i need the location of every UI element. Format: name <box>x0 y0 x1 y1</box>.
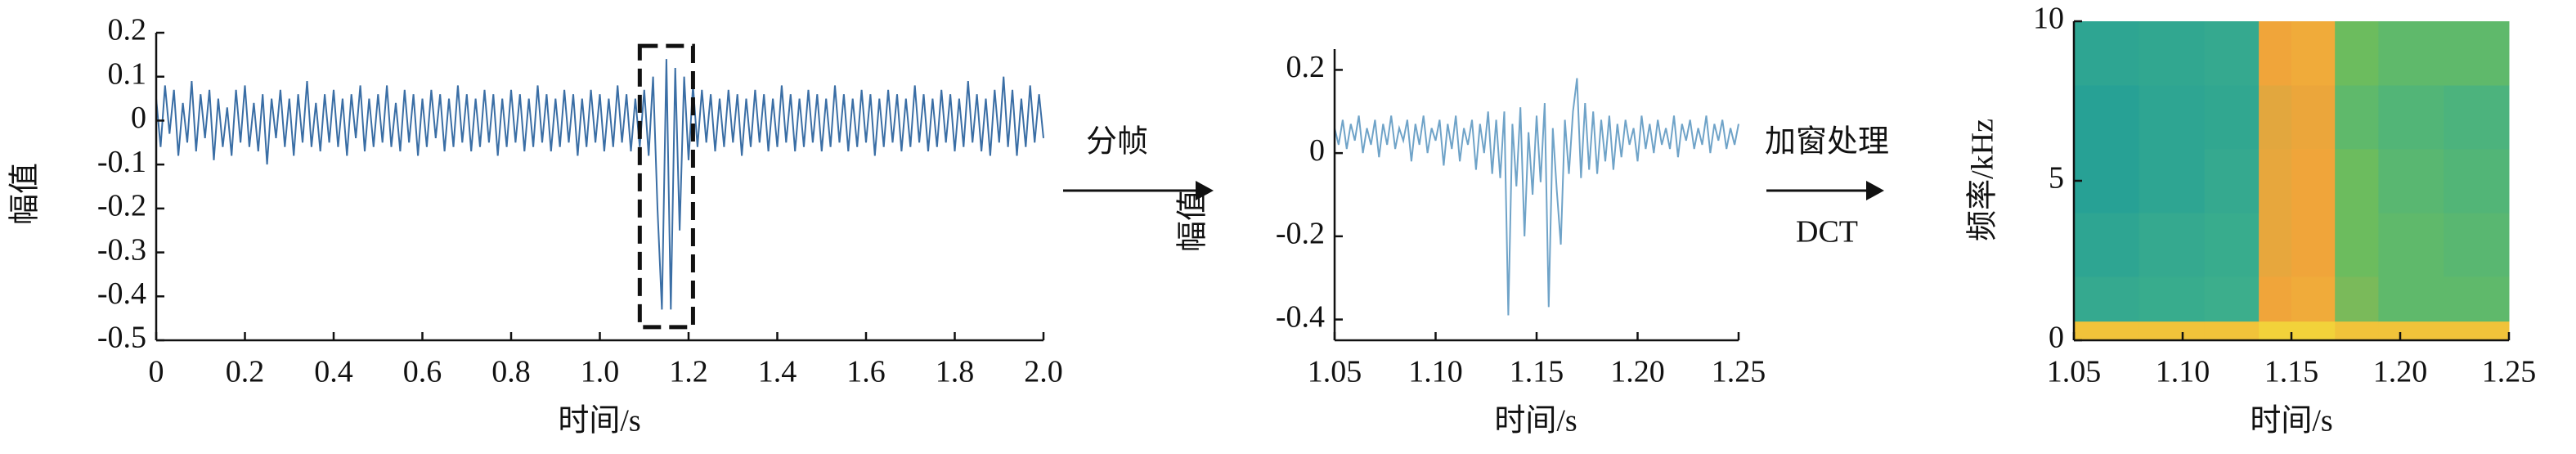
y-tick-label: 0.2 <box>1286 50 1326 84</box>
heatmap-cell <box>2138 276 2206 322</box>
heatmap-cell <box>2138 149 2206 214</box>
y-tick-label: 5 <box>2049 161 2064 196</box>
heatmap-cell <box>2378 276 2444 322</box>
heatmap-cell <box>2291 321 2336 341</box>
heatmap-cell <box>2259 321 2292 341</box>
heatmap-cell <box>2138 213 2206 277</box>
x-tick-label: 1.10 <box>1408 355 1463 389</box>
heatmap-cell <box>2204 21 2260 86</box>
y-tick-label: 0.2 <box>108 13 147 47</box>
heatmap-cell <box>2074 149 2140 214</box>
heatmap-cell <box>2259 149 2292 214</box>
x-tick-label: 2.0 <box>1024 355 1063 389</box>
x-tick-label: 0.6 <box>403 355 442 389</box>
x-tick-label: 1.25 <box>1712 355 1766 389</box>
y-tick-label: -0.4 <box>1276 299 1325 334</box>
y-tick-label: -0.4 <box>97 276 146 311</box>
heatmap-cell <box>2291 85 2336 150</box>
y-axis-label: 幅值 <box>8 163 43 225</box>
heatmap-cell <box>2291 149 2336 214</box>
heatmap-cell <box>2291 213 2336 277</box>
heatmap-cell <box>2291 21 2336 86</box>
heatmap-cell <box>2378 85 2444 150</box>
arrow-head <box>1866 181 1884 200</box>
heatmap-cell <box>2204 213 2260 277</box>
x-tick-label: 1.15 <box>2264 355 2319 389</box>
heatmap-cell <box>2138 321 2206 341</box>
x-tick-label: 1.8 <box>936 355 975 389</box>
heatmap-cell <box>2074 21 2140 86</box>
heatmap-cell <box>2259 85 2292 150</box>
heatmap-cell <box>2074 213 2140 277</box>
y-axis-label: 频率/kHz <box>1966 119 2000 241</box>
heatmap-cell <box>2335 21 2379 86</box>
heatmap-cell <box>2444 85 2510 150</box>
heatmap-cell <box>2378 213 2444 277</box>
heatmap-cell <box>2259 213 2292 277</box>
x-tick-label: 1.0 <box>581 355 620 389</box>
heatmap-cell <box>2335 276 2379 322</box>
heatmap-cell <box>2074 276 2140 322</box>
heatmap-cell <box>2335 213 2379 277</box>
heatmap-cell <box>2204 149 2260 214</box>
y-tick-label: 0 <box>131 101 146 135</box>
y-axis-label: 幅值 <box>1176 190 1210 252</box>
heatmap-cell <box>2378 149 2444 214</box>
y-tick-label: -0.2 <box>97 189 146 223</box>
x-tick-label: 1.25 <box>2482 355 2537 389</box>
x-tick-label: 1.05 <box>2047 355 2102 389</box>
line <box>1334 78 1739 316</box>
heatmap-cell <box>2138 21 2206 86</box>
heatmap-cell <box>2138 85 2206 150</box>
line <box>155 59 1044 310</box>
heatmap-cell <box>2444 213 2510 277</box>
heatmap-cell <box>2204 85 2260 150</box>
heatmap-cell <box>2259 276 2292 322</box>
heatmap-cell <box>2378 321 2444 341</box>
y-tick-label: -0.1 <box>97 145 146 179</box>
x-tick-label: 1.10 <box>2156 355 2210 389</box>
x-tick-label: 1.05 <box>1308 355 1362 389</box>
heatmap-cell <box>2291 276 2336 322</box>
y-tick-label: -0.3 <box>97 232 146 267</box>
heatmap-cell <box>2444 276 2510 322</box>
x-tick-label: 1.20 <box>2373 355 2428 389</box>
x-tick-label: 0.8 <box>491 355 531 389</box>
heatmap-cell <box>2335 85 2379 150</box>
y-tick-label: -0.5 <box>97 321 146 355</box>
heatmap-cell <box>2335 149 2379 214</box>
x-tick-label: 1.20 <box>1610 355 1665 389</box>
heatmap-cell <box>2335 321 2379 341</box>
y-tick-label: -0.2 <box>1276 217 1325 251</box>
arrow-label: DCT <box>1796 215 1858 249</box>
heatmap-cell <box>2378 21 2444 86</box>
x-tick-label: 0.4 <box>314 355 353 389</box>
heatmap-cell <box>2444 149 2510 214</box>
y-tick-label: 0.1 <box>108 56 147 91</box>
x-tick-label: 0 <box>149 355 164 389</box>
x-axis-label: 时间/s <box>1494 404 1577 438</box>
heatmap-cell <box>2444 21 2510 86</box>
x-tick-label: 1.6 <box>846 355 886 389</box>
x-tick-label: 1.4 <box>758 355 797 389</box>
heatmap-cell <box>2444 321 2510 341</box>
x-axis-label: 时间/s <box>558 404 640 438</box>
heatmap-cell <box>2204 321 2260 341</box>
arrow-label: 加窗处理 <box>1765 125 1889 160</box>
heatmap-cell <box>2074 85 2140 150</box>
x-tick-label: 1.15 <box>1510 355 1564 389</box>
arrow-label: 分帧 <box>1086 125 1148 160</box>
x-axis-label: 时间/s <box>2250 404 2332 438</box>
arrow-head <box>1196 181 1214 200</box>
heatmap-cell <box>2204 276 2260 322</box>
highlight-box <box>637 43 695 330</box>
heatmap-cell <box>2259 21 2292 86</box>
y-tick-label: 10 <box>2033 2 2064 36</box>
x-tick-label: 0.2 <box>226 355 265 389</box>
heatmap-cell <box>2074 321 2140 341</box>
y-tick-label: 0 <box>2049 321 2064 355</box>
y-tick-label: 0 <box>1309 133 1325 168</box>
x-tick-label: 1.2 <box>669 355 708 389</box>
